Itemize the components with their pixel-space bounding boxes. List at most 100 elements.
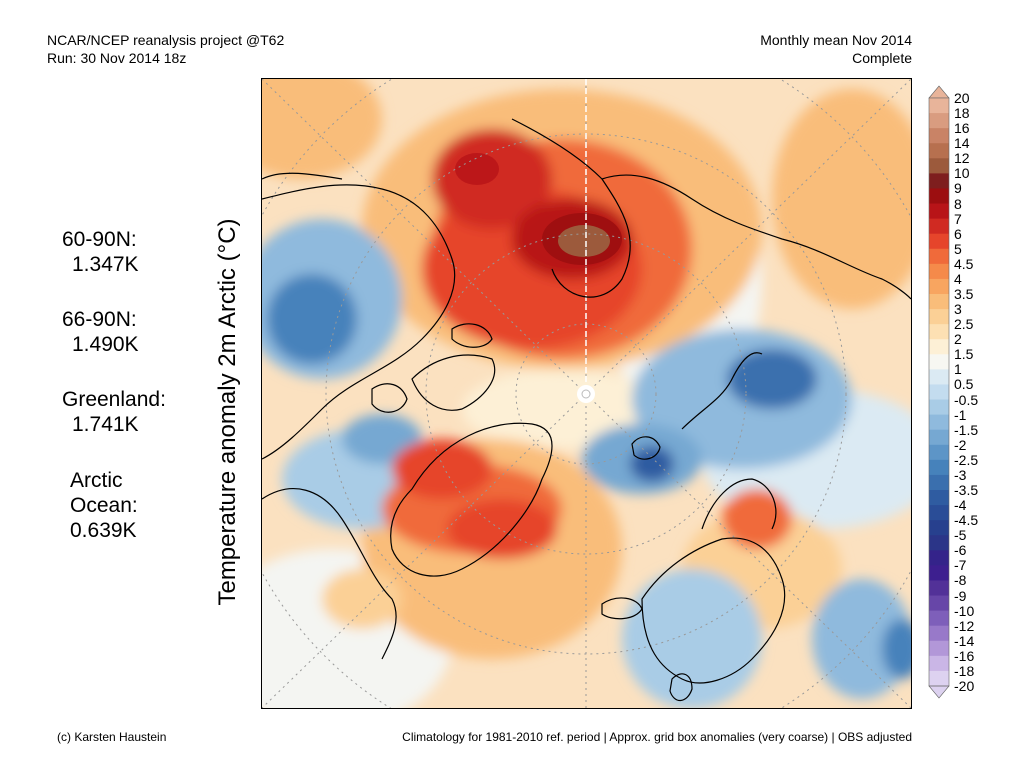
colorbar-segment — [929, 218, 949, 235]
colorbar-segment — [929, 309, 949, 325]
colorbar-segment — [929, 474, 949, 491]
colorbar-svg — [928, 85, 950, 699]
colorbar-tick-label: 2 — [954, 331, 962, 348]
colorbar-tick-label: 6 — [954, 225, 962, 242]
colorbar-segment — [929, 655, 949, 672]
colorbar-segment — [929, 625, 949, 642]
colorbar-min-arrow — [928, 685, 950, 699]
colorbar-segment — [929, 505, 949, 521]
colorbar-tick-label: -18 — [954, 662, 975, 679]
stat-arctic-ocean: Arctic Ocean: 0.639K — [70, 468, 138, 543]
colorbar-tick-label: 2.5 — [954, 316, 974, 333]
colorbar-segment — [929, 414, 949, 431]
colorbar-tick-label: -2 — [954, 436, 967, 453]
completeness-status: Complete — [852, 50, 912, 66]
colorbar-tick-label: -5 — [954, 527, 967, 544]
colorbar-tick-label: 0.5 — [954, 376, 974, 393]
colorbar-segment — [929, 580, 949, 597]
stat-name-2: Ocean: — [70, 494, 138, 517]
colorbar-tick-label: -3 — [954, 466, 967, 483]
colorbar-tick-label: 5 — [954, 240, 962, 257]
colorbar-segment — [929, 173, 949, 189]
anomaly-map-svg — [262, 79, 911, 708]
colorbar-segment — [929, 550, 949, 566]
colorbar-tick-label: 18 — [954, 105, 970, 122]
colorbar-tick-label: 3 — [954, 301, 962, 318]
colorbar-segment — [929, 158, 949, 174]
colorbar-segment — [929, 490, 949, 506]
colorbar-tick-label: 3.5 — [954, 286, 974, 302]
stat-60-90n: 60-90N: 1.347K — [62, 227, 139, 277]
colorbar-tick-label: -3.5 — [954, 482, 979, 498]
colorbar-segment — [929, 429, 949, 446]
colorbar-segment — [929, 384, 949, 401]
header-left: NCAR/NCEP reanalysis project @T62 Run: 3… — [47, 31, 284, 67]
colorbar-tick-label: 1.5 — [954, 346, 974, 363]
colorbar-tick-label: -2.5 — [954, 451, 979, 468]
map-variable-label: Temperature anomaly 2m Arctic (°C) — [214, 218, 241, 606]
header-right: Monthly mean Nov 2014 Complete — [760, 31, 912, 67]
colorbar-segment — [929, 595, 949, 612]
colorbar-max-arrow — [928, 85, 950, 99]
colorbar-segment — [929, 535, 949, 551]
colorbar-tick-label: 4.5 — [954, 255, 974, 272]
stat-greenland: Greenland: 1.741K — [62, 387, 166, 437]
colorbar-segment — [929, 339, 949, 355]
colorbar-segment — [929, 324, 949, 340]
colorbar-segment — [929, 369, 949, 385]
colorbar-tick-label: 7 — [954, 210, 962, 227]
colorbar-segment — [929, 294, 949, 310]
colorbar-tick-label: 14 — [954, 135, 970, 152]
colorbar-tick-label: 12 — [954, 150, 970, 167]
colorbar-segment — [929, 128, 949, 144]
colorbar-tick-label: -9 — [954, 587, 967, 604]
stat-value: 1.347K — [72, 253, 139, 276]
colorbar-tick-label: -1 — [954, 406, 967, 423]
colorbar-tick-label: 10 — [954, 165, 970, 182]
colorbar-segment — [929, 565, 949, 581]
anomaly-max-peak — [558, 225, 610, 257]
colorbar-segment — [929, 399, 949, 416]
colorbar-segment — [929, 248, 949, 265]
colorbar-tick-label: -7 — [954, 557, 967, 574]
stat-value: 0.639K — [70, 519, 137, 542]
colorbar-segment — [929, 263, 949, 280]
colorbar-tick-label: -8 — [954, 572, 967, 589]
colorbar-tick-label: -4 — [954, 497, 967, 514]
colorbar-tick-label: 16 — [954, 120, 970, 137]
colorbar-tick-label: 1 — [954, 361, 962, 378]
anomaly-secondary-max — [455, 153, 499, 185]
methodology-note: Climatology for 1981-2010 ref. period | … — [402, 730, 912, 744]
colorbar-segment — [929, 203, 949, 220]
colorbar-tick-label: 9 — [954, 180, 962, 197]
colorbar-segment — [929, 98, 949, 114]
colorbar-tick-label: 20 — [954, 90, 970, 106]
colorbar-segment — [929, 444, 949, 461]
colorbar-tick-label: 8 — [954, 195, 962, 212]
model-title: NCAR/NCEP reanalysis project @T62 — [47, 32, 285, 48]
stat-name: Arctic — [70, 469, 123, 492]
run-time: Run: 30 Nov 2014 18z — [47, 50, 187, 66]
colorbar-segment — [929, 354, 949, 370]
colorbar-segment — [929, 459, 949, 476]
colorbar — [928, 85, 950, 699]
colorbar-segment — [929, 278, 949, 295]
stat-name: 66-90N: — [62, 308, 137, 331]
colorbar-tick-label: -16 — [954, 647, 975, 664]
stat-name: Greenland: — [62, 388, 166, 411]
colorbar-segment — [929, 233, 949, 250]
colorbar-tick-label: -20 — [954, 678, 975, 694]
colorbar-tick-label: -12 — [954, 617, 975, 634]
colorbar-tick-label: 4 — [954, 270, 962, 287]
pole-marker-icon — [577, 385, 595, 403]
colorbar-segment — [929, 188, 949, 205]
colorbar-tick-label: -4.5 — [954, 512, 979, 529]
colorbar-tick-label: -6 — [954, 542, 967, 559]
colorbar-segment — [929, 640, 949, 657]
stat-value: 1.490K — [72, 333, 139, 356]
colorbar-tick-label: -1.5 — [954, 421, 979, 438]
stat-66-90n: 66-90N: 1.490K — [62, 307, 139, 357]
colorbar-segment — [929, 143, 949, 159]
period-title: Monthly mean Nov 2014 — [760, 32, 912, 48]
colorbar-tick-label: -14 — [954, 632, 975, 649]
